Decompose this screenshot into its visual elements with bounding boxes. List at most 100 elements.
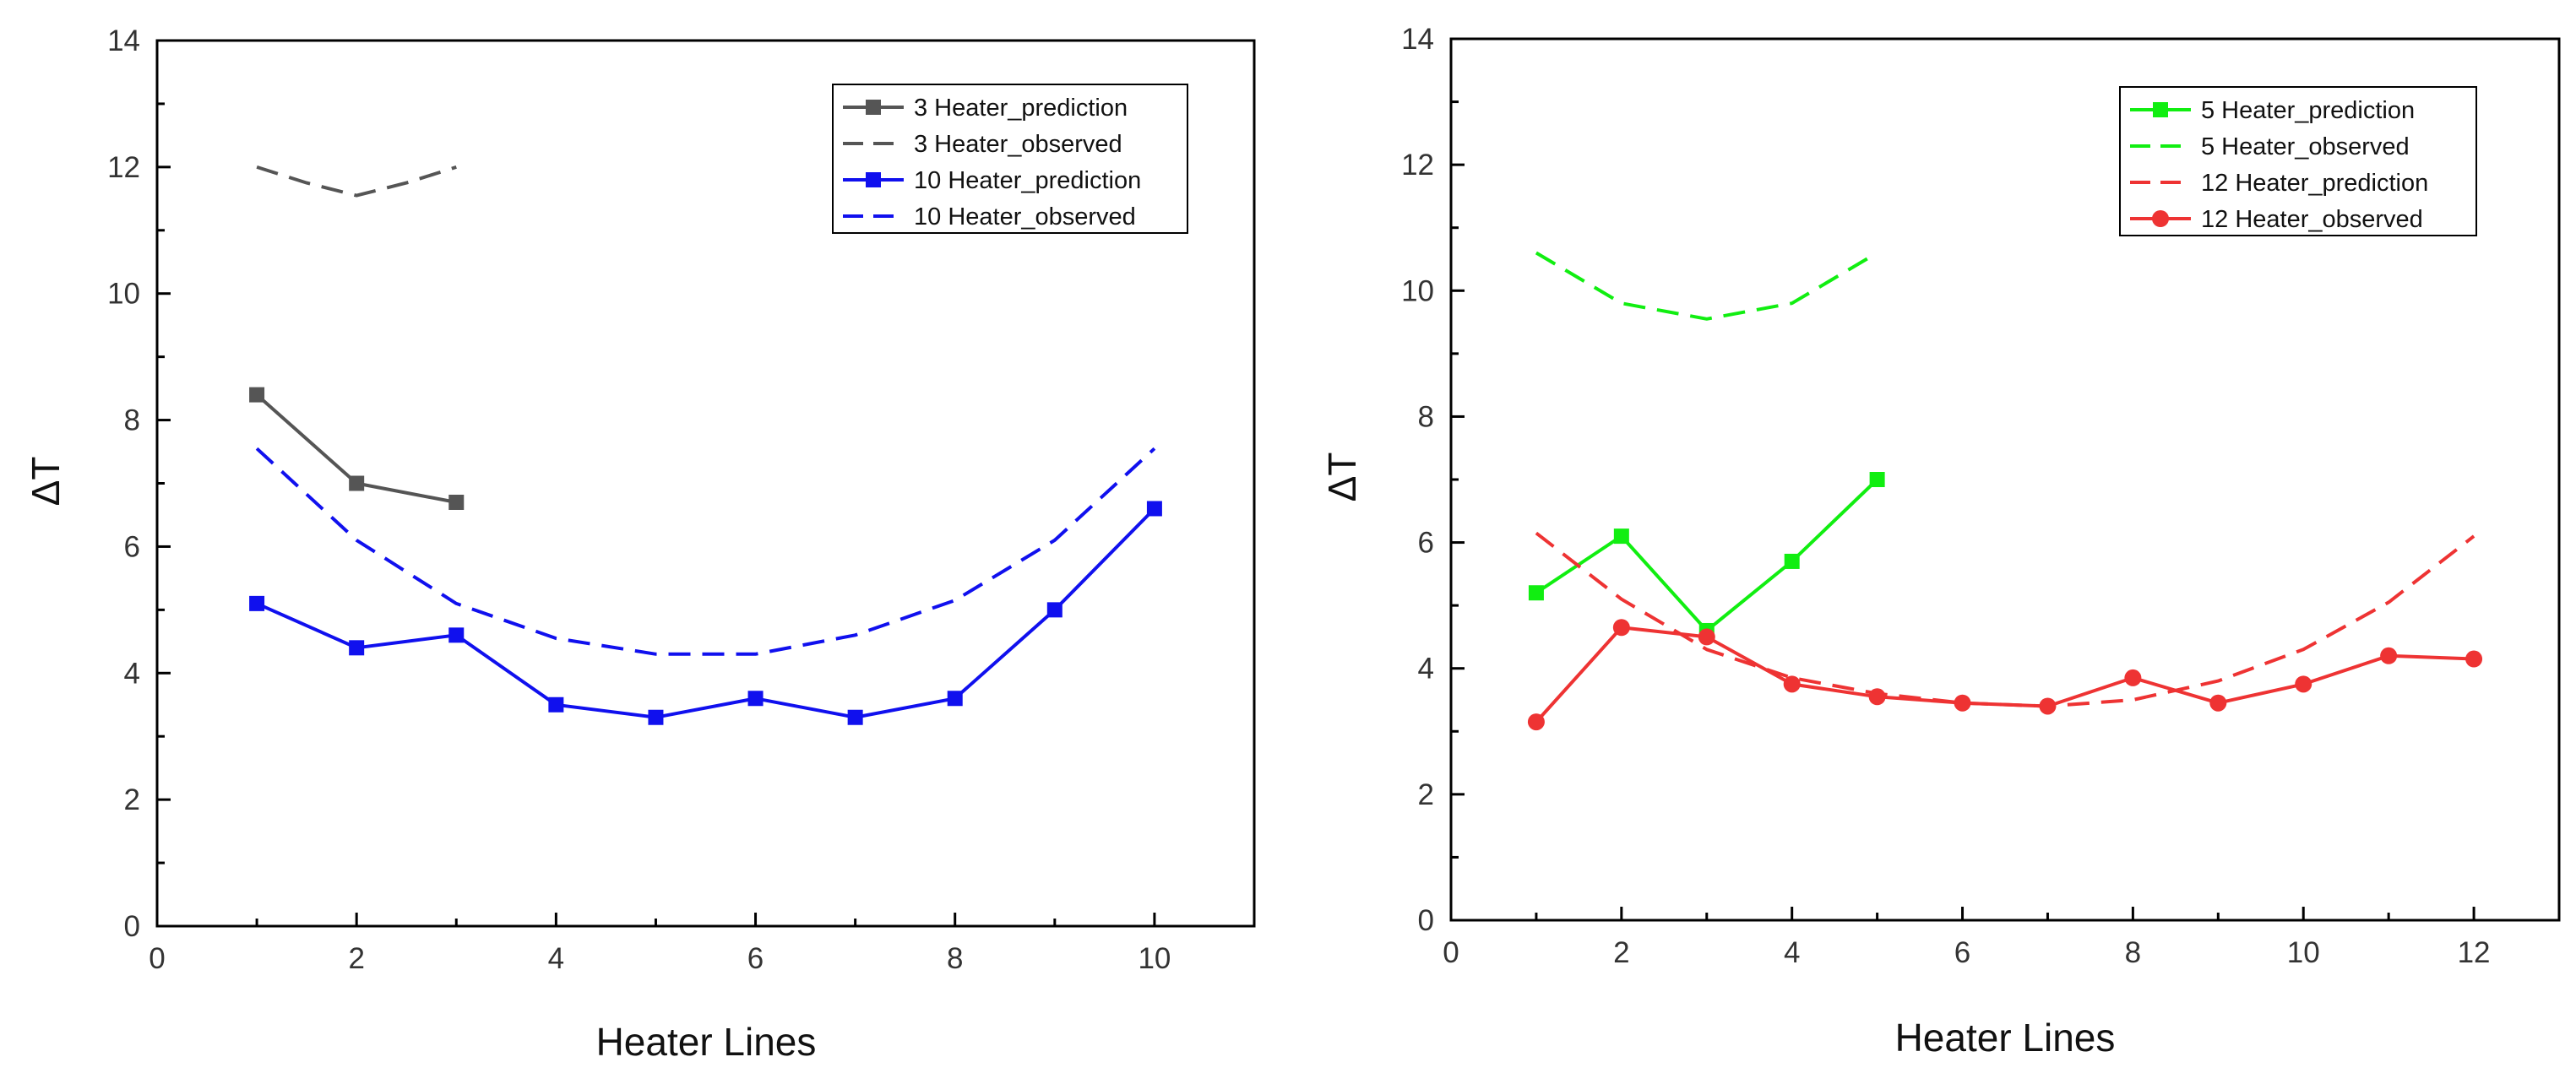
legend-marker xyxy=(2153,102,2168,117)
y-axis-title: ΔT xyxy=(1320,453,1364,502)
data-point xyxy=(847,709,863,725)
series-5-heater-observed xyxy=(1535,251,1878,321)
series-line xyxy=(1535,626,2475,724)
x-tick-label: 10 xyxy=(1138,942,1171,975)
series-line xyxy=(255,447,1156,656)
x-tick-label: 10 xyxy=(2287,936,2320,969)
x-tick-label: 2 xyxy=(348,942,364,975)
series-3-heater-observed xyxy=(256,165,457,198)
x-tick-label: 6 xyxy=(747,942,764,975)
data-point xyxy=(548,696,564,713)
x-axis-title: Heater Lines xyxy=(596,1020,817,1064)
series-12-heater-observed xyxy=(1527,619,2483,731)
x-tick-label: 4 xyxy=(1784,936,1800,969)
x-tick-label: 8 xyxy=(947,942,963,975)
data-point xyxy=(2039,697,2057,715)
axes-frame-right: 0 2 4 6 8 10 12 14 0 2 4 6 8 10 12 xyxy=(1401,23,2561,969)
y-tick-label: 8 xyxy=(124,404,140,437)
legend-item: 12 Heater_observed xyxy=(2130,206,2423,233)
legend-item: 10 Heater_observed xyxy=(843,203,1136,230)
data-point xyxy=(1784,553,1800,569)
series-line xyxy=(256,165,457,198)
y-tick-label: 12 xyxy=(1401,149,1434,182)
y-tick-label: 6 xyxy=(124,530,140,563)
legend-label: 5 Heater_prediction xyxy=(2201,97,2415,124)
data-point xyxy=(2295,675,2312,693)
legend-item: 5 Heater_prediction xyxy=(2130,97,2415,124)
data-point xyxy=(747,691,764,707)
data-point xyxy=(1698,628,1715,646)
legend-item: 10 Heater_prediction xyxy=(843,167,1141,194)
data-point xyxy=(648,709,664,725)
data-point xyxy=(448,627,465,643)
x-tick-label: 12 xyxy=(2458,936,2491,969)
data-point xyxy=(1527,713,1545,731)
legend-label: 3 Heater_observed xyxy=(914,131,1122,158)
series-10-heater-prediction xyxy=(249,501,1162,725)
y-tick-label: 2 xyxy=(124,783,140,816)
data-point xyxy=(1612,619,1630,637)
legend-label: 5 Heater_observed xyxy=(2201,133,2410,160)
data-point xyxy=(2465,650,2483,668)
data-point xyxy=(249,595,265,611)
legend-label: 12 Heater_observed xyxy=(2201,206,2423,233)
series-10-heater-observed xyxy=(255,447,1156,656)
data-point xyxy=(2380,647,2398,664)
legend-label: 12 Heater_prediction xyxy=(2201,170,2428,197)
legend-item: 5 Heater_observed xyxy=(2130,133,2410,160)
y-tick-label: 0 xyxy=(1418,904,1434,937)
legend-label: 3 Heater_prediction xyxy=(914,95,1128,122)
data-point xyxy=(1613,528,1629,545)
y-tick-label: 4 xyxy=(124,657,140,690)
data-point xyxy=(1954,694,1971,712)
data-point xyxy=(349,640,365,656)
data-point xyxy=(2209,694,2227,712)
data-point xyxy=(1146,501,1162,517)
series-layer-right xyxy=(1527,251,2483,731)
data-point xyxy=(349,475,365,491)
y-tick-label: 0 xyxy=(124,910,140,943)
x-tick-label: 8 xyxy=(2125,936,2141,969)
y-tick-label: 8 xyxy=(1418,400,1434,433)
data-point xyxy=(1869,472,1885,487)
data-point xyxy=(1868,688,1886,706)
x-axis-title: Heater Lines xyxy=(1895,1016,2116,1060)
data-point xyxy=(1783,675,1801,693)
x-tick-label: 4 xyxy=(548,942,564,975)
data-point xyxy=(1046,602,1062,618)
y-axis-title: ΔT xyxy=(24,457,68,507)
legend-marker xyxy=(866,100,881,115)
legend-item: 3 Heater_observed xyxy=(843,131,1122,158)
data-point xyxy=(448,494,465,510)
data-point xyxy=(947,691,963,707)
series-3-heater-prediction xyxy=(249,387,465,510)
legend-marker xyxy=(2152,210,2169,227)
x-tick-label: 6 xyxy=(1954,936,1970,969)
series-line xyxy=(256,507,1156,719)
y-tick-label: 6 xyxy=(1418,527,1434,560)
legend-label: 10 Heater_observed xyxy=(914,203,1136,230)
chart-panel-right: 0 2 4 6 8 10 12 14 0 2 4 6 8 10 12 Heater Lines ΔT 5 H… xyxy=(1320,23,2561,1060)
y-tick-label: 14 xyxy=(107,24,140,57)
legend-marker xyxy=(866,172,881,187)
axes-frame-left: 0 2 4 6 8 10 12 14 0 2 4 6 8 10 xyxy=(107,24,1256,975)
x-tick-label: 0 xyxy=(149,942,165,975)
y-tick-label: 4 xyxy=(1418,653,1434,686)
y-tick-label: 14 xyxy=(1401,23,1434,56)
data-point xyxy=(2124,669,2142,686)
y-tick-label: 12 xyxy=(107,151,140,184)
legend-box xyxy=(832,84,1188,234)
y-tick-label: 10 xyxy=(107,278,140,311)
legend-left: 3 Heater_prediction 3 Heater_observed 10 H… xyxy=(832,84,1188,234)
data-point xyxy=(1528,585,1544,601)
series-layer-left xyxy=(249,165,1162,725)
legend-item: 12 Heater_prediction xyxy=(2130,170,2428,197)
legend-item: 3 Heater_prediction xyxy=(843,95,1128,122)
legend-box xyxy=(2119,86,2477,236)
y-tick-label: 10 xyxy=(1401,274,1434,307)
legend-right: 5 Heater_prediction 5 Heater_observed 12 H… xyxy=(2119,86,2477,236)
data-point xyxy=(249,387,265,403)
legend-label: 10 Heater_prediction xyxy=(914,167,1141,194)
chart-panel-left: 0 2 4 6 8 10 12 14 0 2 4 6 8 10 Heater Lines ΔT 3 Hea… xyxy=(24,24,1256,1064)
